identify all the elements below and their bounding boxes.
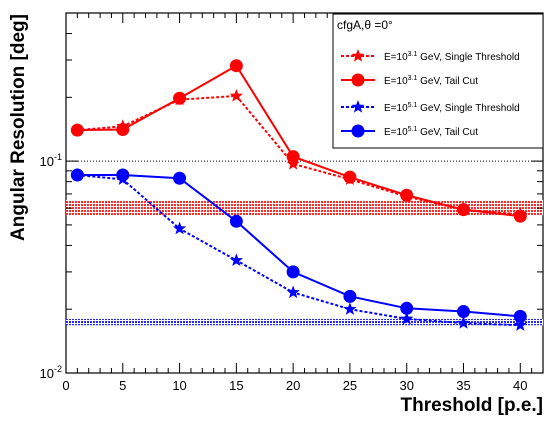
legend-marker-1	[351, 73, 365, 87]
data-point	[400, 188, 414, 202]
legend-marker-3	[351, 124, 365, 138]
data-point	[70, 123, 84, 137]
data-point	[116, 168, 130, 182]
legend-marker-2	[351, 100, 365, 113]
data-point	[229, 253, 244, 267]
series-1	[70, 59, 527, 223]
data-point	[457, 203, 470, 217]
y-tick-label: 10-2	[40, 364, 62, 381]
data-point	[513, 309, 527, 323]
legend-label-1: E=103.1 GeV, Tail Cut	[384, 75, 478, 87]
legend-marker-0	[351, 49, 365, 62]
bands	[66, 200, 543, 326]
band-1	[66, 318, 543, 326]
data-point	[456, 316, 471, 329]
data-point	[173, 91, 187, 105]
data-point	[229, 88, 244, 102]
data-point	[286, 285, 300, 299]
data-point	[286, 265, 300, 279]
data-point	[400, 311, 414, 325]
legend-label-3: E=105.1 GeV, Tail Cut	[384, 126, 478, 138]
band-0	[66, 200, 543, 216]
legend-label-2: E=105.1 GeV, Single Threshold	[384, 102, 520, 114]
legend: cfgA,θ =0° E=103.1 GeV, Single Threshold…	[332, 13, 544, 149]
data-point	[229, 59, 243, 73]
x-tick-label: 0	[62, 378, 69, 393]
data-point	[343, 170, 357, 184]
legend-entries: E=103.1 GeV, Single Threshold E=103.1 GeV…	[341, 49, 520, 138]
data-point	[286, 150, 300, 164]
data-point	[173, 171, 187, 185]
y-axis-title: Angular Resolution [deg]	[8, 14, 29, 241]
data-point	[116, 122, 130, 136]
data-point	[457, 305, 470, 319]
x-tick-label: 10	[172, 378, 186, 393]
x-tick-label: 25	[343, 378, 357, 393]
data-point	[513, 209, 527, 223]
data-point	[343, 289, 357, 303]
y-tick-label: 10-1	[40, 152, 62, 169]
data-point	[343, 302, 357, 315]
legend-label-0: E=103.1 GeV, Single Threshold	[384, 51, 520, 63]
x-tick-label: 30	[399, 378, 413, 393]
series-3	[70, 168, 527, 323]
data-point	[70, 168, 84, 182]
axes: 0 5 10 15 20 25 30 35 40 10-2 10-1	[40, 12, 544, 393]
x-tick-label: 5	[119, 378, 126, 393]
data-point	[172, 221, 187, 235]
data-point	[286, 156, 300, 170]
x-axis-title: Threshold [p.e.]	[401, 395, 544, 416]
x-tick-label: 35	[456, 378, 470, 393]
series-group	[70, 59, 527, 331]
legend-title: cfgA,θ =0°	[337, 18, 393, 32]
x-tick-label: 20	[286, 378, 300, 393]
data-point	[513, 318, 527, 331]
x-tick-label: 40	[513, 378, 527, 393]
data-point	[400, 301, 414, 315]
data-point	[229, 214, 243, 228]
x-tick-label: 15	[229, 378, 243, 393]
